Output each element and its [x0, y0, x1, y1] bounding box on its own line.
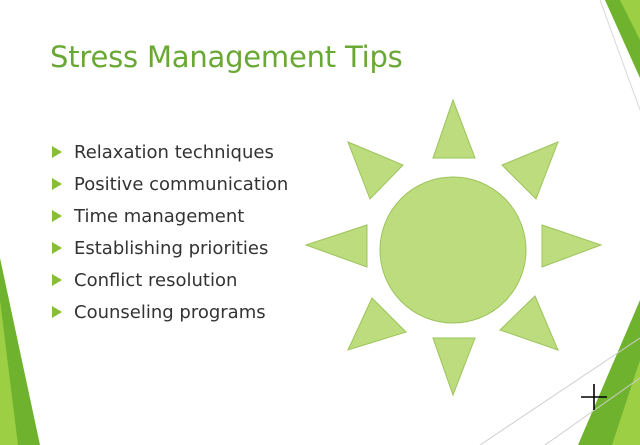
bullet-list[interactable]: Relaxation techniques Positive communica…	[52, 136, 288, 328]
sun-ray-left	[304, 224, 368, 268]
bullet-item[interactable]: Counseling programs	[52, 296, 288, 328]
sun-core	[379, 176, 527, 324]
sun-ray-right	[541, 224, 603, 268]
bullet-text: Positive communication	[74, 173, 289, 195]
bullet-item[interactable]: Time management	[52, 200, 288, 232]
triangle-bullet-icon	[52, 306, 62, 318]
bullet-text: Establishing priorities	[74, 237, 269, 259]
sun-ray-top	[432, 98, 476, 159]
bullet-text: Conflict resolution	[74, 269, 238, 291]
sun-ray-top-left	[347, 141, 404, 200]
bullet-item[interactable]: Positive communication	[52, 168, 288, 200]
top-right-accent-line	[599, 0, 640, 111]
triangle-bullet-icon	[52, 274, 62, 286]
bottom-right-accent-light	[612, 360, 640, 445]
crosshair-cursor-icon	[581, 384, 607, 410]
sun-ray-bottom	[432, 337, 476, 397]
bottom-right-accent-line-1	[479, 337, 640, 445]
top-right-accent-light	[620, 0, 640, 40]
triangle-bullet-icon	[52, 178, 62, 190]
bullet-text: Time management	[74, 205, 245, 227]
sun-ray-top-right	[501, 141, 559, 200]
sun-icon[interactable]	[300, 95, 610, 400]
bullet-text: Relaxation techniques	[74, 141, 274, 163]
slide-title[interactable]: Stress Management Tips	[50, 40, 403, 74]
bullet-text: Counseling programs	[74, 301, 266, 323]
bottom-right-accent-line-2	[544, 377, 640, 445]
triangle-bullet-icon	[52, 210, 62, 222]
bullet-item[interactable]: Conflict resolution	[52, 264, 288, 296]
bullet-item[interactable]: Relaxation techniques	[52, 136, 288, 168]
sun-ray-bottom-right	[499, 295, 559, 351]
triangle-bullet-icon	[52, 146, 62, 158]
sun-ray-bottom-left	[347, 297, 407, 351]
triangle-bullet-icon	[52, 242, 62, 254]
bullet-item[interactable]: Establishing priorities	[52, 232, 288, 264]
left-accent-light	[0, 300, 18, 445]
